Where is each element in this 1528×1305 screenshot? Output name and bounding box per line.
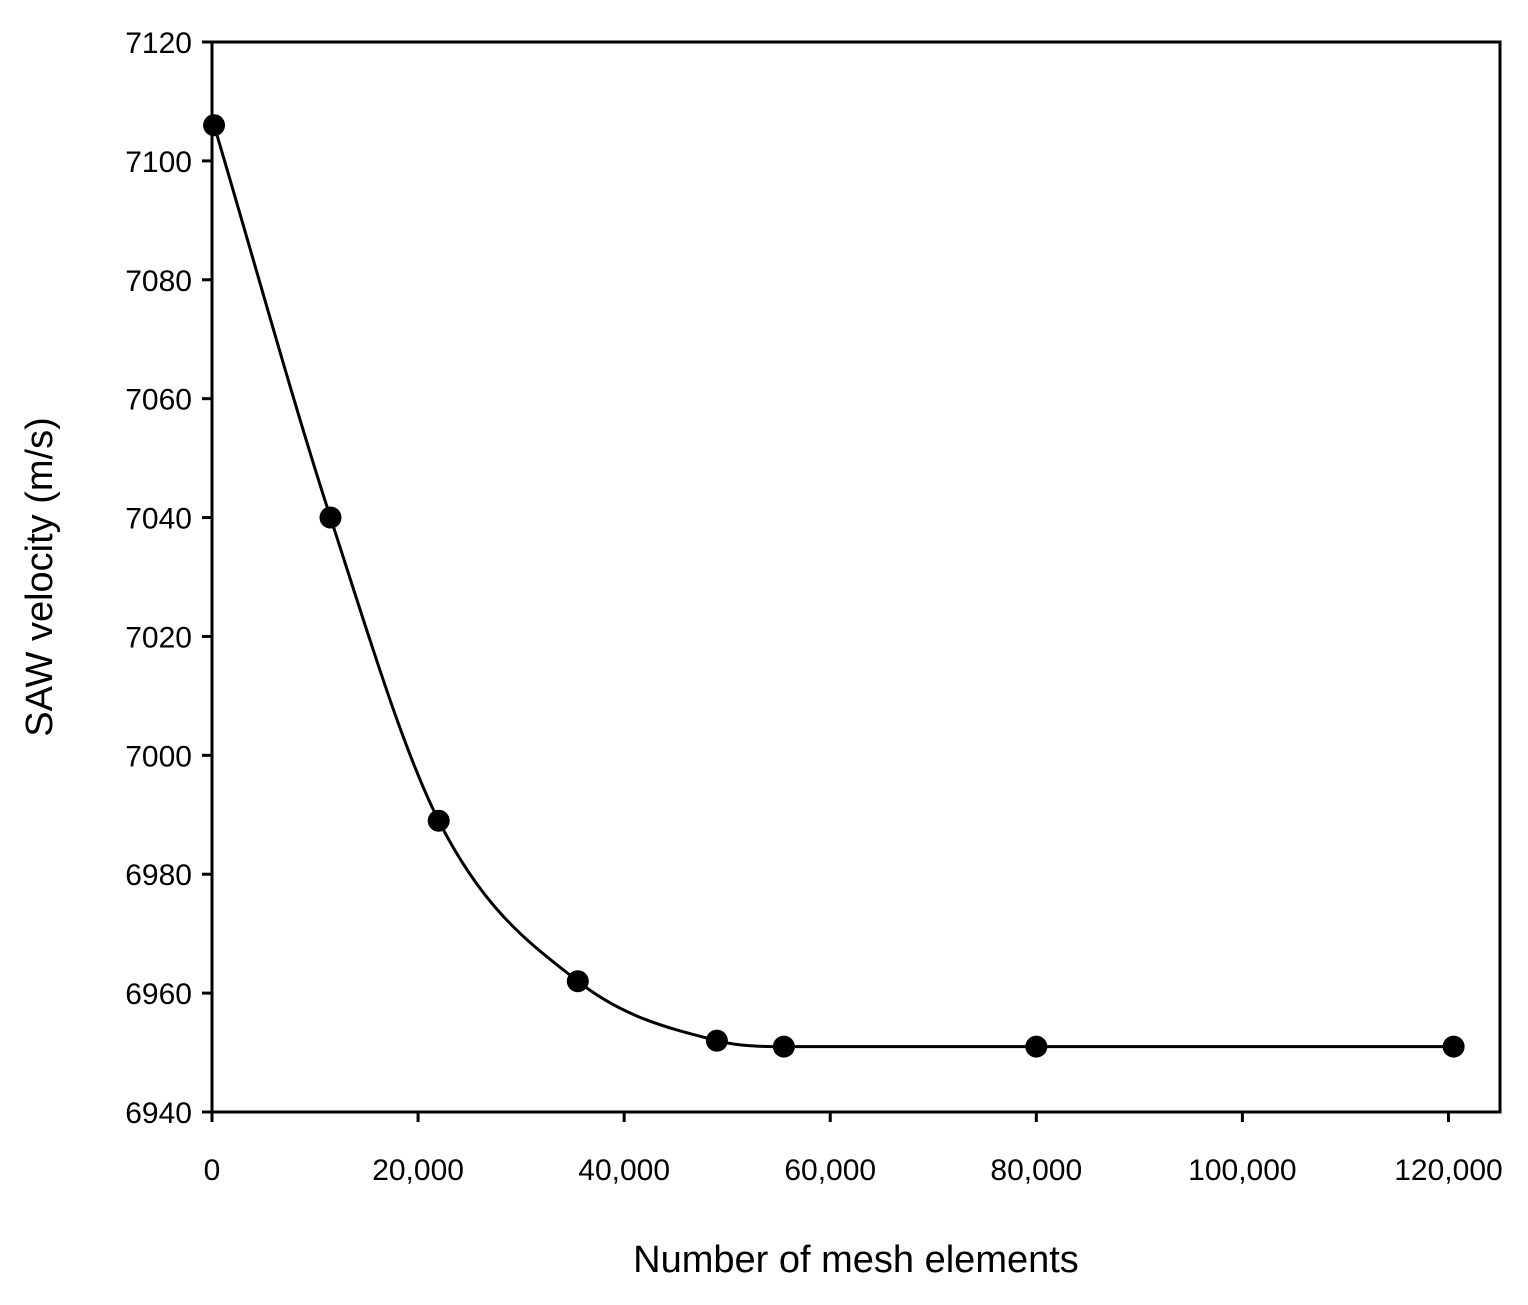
x-tick-label: 40,000 — [578, 1154, 670, 1187]
series-line — [212, 124, 1454, 1049]
y-tick-label: 7000 — [125, 740, 192, 773]
x-axis-title: Number of mesh elements — [633, 1239, 1079, 1281]
plot-frame — [210, 40, 1502, 1114]
axis-ticks: 6940 6960 6980 7000 7020 7040 7060 7080 7100 7120… — [125, 27, 1502, 1187]
x-tick-label: 60,000 — [784, 1154, 876, 1187]
x-tick-label: 120,000 — [1394, 1154, 1502, 1187]
x-tick-label: 20,000 — [372, 1154, 464, 1187]
data-point — [427, 809, 450, 832]
y-tick-label: 6980 — [125, 859, 192, 892]
series-line-group — [212, 124, 1454, 1049]
data-points — [203, 114, 1465, 1058]
data-point — [319, 506, 342, 529]
y-tick-label: 7040 — [125, 503, 192, 536]
plot-area-border — [210, 40, 1502, 1114]
x-tick-label: 100,000 — [1188, 1154, 1296, 1187]
y-tick-label: 7120 — [125, 27, 192, 60]
y-tick-label: 7100 — [125, 146, 192, 179]
y-tick-label: 6940 — [125, 1097, 192, 1130]
y-axis-title: SAW velocity (m/s) — [19, 417, 61, 737]
x-tick-label: 0 — [204, 1154, 221, 1187]
data-point — [772, 1035, 795, 1058]
x-tick-label: 80,000 — [990, 1154, 1082, 1187]
y-tick-label: 7020 — [125, 621, 192, 654]
y-tick-label: 7080 — [125, 265, 192, 298]
data-point — [1025, 1035, 1048, 1058]
y-tick-label: 6960 — [125, 978, 192, 1011]
data-point — [203, 114, 226, 137]
data-point — [566, 970, 589, 993]
data-point — [705, 1029, 728, 1052]
y-tick-label: 7060 — [125, 384, 192, 417]
data-point — [1442, 1035, 1465, 1058]
